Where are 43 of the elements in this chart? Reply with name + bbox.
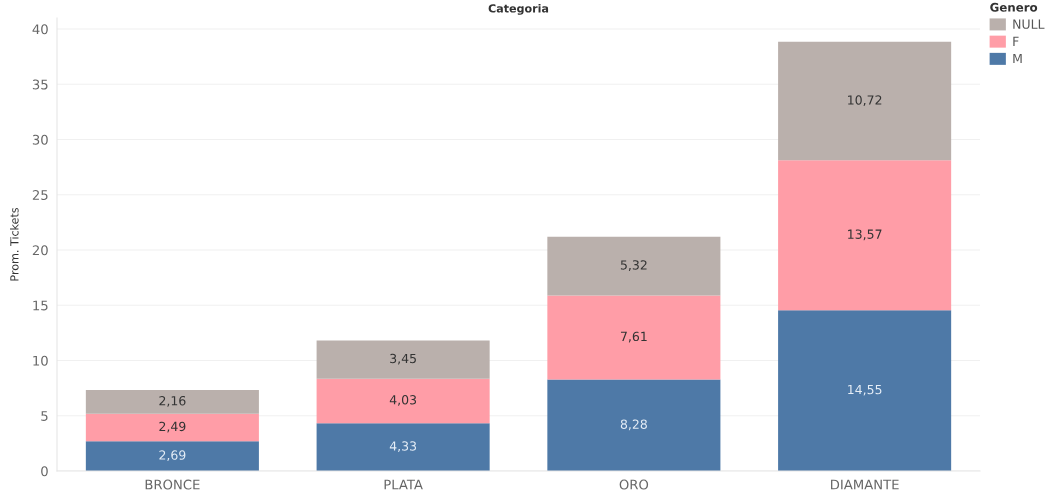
data-label: 5,32	[620, 260, 647, 271]
data-label: 2,49	[159, 421, 186, 433]
y-tick-label: 5	[41, 411, 48, 421]
data-label: 10,72	[848, 95, 882, 106]
y-tick-label: 0	[41, 466, 48, 477]
y-tick-label: 35	[32, 79, 48, 90]
bar	[778, 310, 952, 471]
bar	[778, 41, 952, 161]
legend-label: F	[1013, 36, 1019, 46]
x-tick-label: PLATA	[384, 479, 423, 490]
y-tick-label: 25	[32, 190, 48, 200]
data-label: 3,45	[390, 353, 416, 365]
y-axis-title: Prom. Tickets	[10, 207, 19, 281]
data-label: 13,57	[848, 229, 882, 241]
y-tick-label: 20	[32, 245, 48, 256]
data-label: 2,16	[159, 396, 186, 407]
x-tick-label: DIAMANTE	[831, 479, 899, 490]
bar	[547, 379, 721, 471]
data-label: 2,69	[159, 450, 186, 462]
bar	[85, 441, 259, 471]
chart-title: Categoria	[488, 4, 549, 15]
legend-title: Genero	[990, 2, 1038, 12]
y-tick-label: 40	[32, 24, 48, 35]
data-label: 14,55	[848, 384, 882, 396]
data-label: 8,28	[620, 419, 647, 431]
x-tick-label: ORO	[619, 479, 649, 490]
bar	[316, 423, 490, 471]
legend-label: M	[1013, 54, 1022, 64]
data-label: 4,33	[389, 441, 417, 452]
y-tick-label: 10	[33, 355, 48, 366]
x-tick-label: BRONCE	[145, 479, 200, 490]
bar	[85, 413, 259, 442]
legend-label: NULL	[1013, 19, 1045, 29]
bar	[547, 236, 721, 296]
bar	[547, 295, 721, 380]
bar	[778, 160, 952, 311]
y-tick-label: 15	[33, 300, 48, 311]
bar	[316, 340, 490, 379]
bar	[316, 378, 490, 424]
bar	[85, 389, 259, 414]
data-label: 7,61	[620, 331, 647, 343]
y-tick-label: 30	[32, 134, 48, 145]
data-label: 4,03	[389, 395, 417, 406]
